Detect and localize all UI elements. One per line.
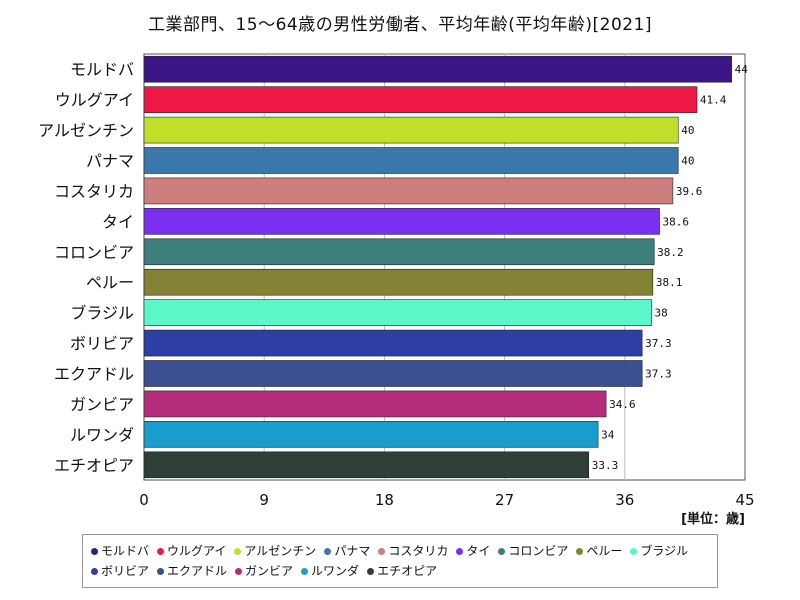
legend-marker bbox=[324, 547, 332, 555]
bar-5 bbox=[143, 208, 660, 235]
legend-label: アルゼンチン bbox=[244, 544, 317, 558]
data-label-8: 38 bbox=[655, 307, 668, 320]
legend-item: ペルー bbox=[576, 541, 622, 561]
legend-marker bbox=[235, 567, 243, 575]
legend-label: コロンビア bbox=[508, 544, 569, 558]
legend-item: ブラジル bbox=[630, 541, 688, 561]
x-tick-label-1: 9 bbox=[259, 491, 269, 509]
bar-12 bbox=[143, 421, 599, 448]
data-label-3: 40 bbox=[681, 155, 694, 168]
legend-item: アルゼンチン bbox=[234, 541, 316, 561]
bar-9 bbox=[143, 329, 643, 357]
category-label-4: コスタリカ bbox=[54, 182, 134, 201]
bar-11 bbox=[143, 390, 607, 418]
unit-label: [単位：歳] bbox=[681, 511, 745, 527]
legend-label: ペルー bbox=[586, 544, 623, 558]
legend-item: コロンビア bbox=[498, 541, 568, 561]
legend-marker bbox=[630, 547, 638, 555]
legend-item: エチオピア bbox=[367, 561, 437, 581]
legend-marker bbox=[498, 547, 506, 555]
legend-item: エクアドル bbox=[157, 561, 227, 581]
chart-title: 工業部門、15～64歳の男性労働者、平均年齢(平均年齢)[2021] bbox=[147, 15, 653, 35]
category-label-9: ボリビア bbox=[70, 334, 134, 353]
bar-1 bbox=[143, 86, 698, 113]
category-label-1: ウルグアイ bbox=[55, 91, 134, 110]
data-label-2: 40 bbox=[681, 124, 694, 137]
legend-label: ブラジル bbox=[640, 544, 689, 558]
legend-label: コスタリカ bbox=[388, 544, 449, 558]
legend: モルドバ ウルグアイ アルゼンチン パナマ コスタリカ タイ コロンビア ペルー ブラジルボリビ… bbox=[82, 534, 718, 588]
bar-6 bbox=[143, 238, 655, 266]
bar-4 bbox=[143, 177, 674, 205]
category-label-7: ペルー bbox=[86, 273, 134, 292]
data-label-5: 38.6 bbox=[663, 215, 690, 228]
category-label-6: コロンビア bbox=[54, 243, 134, 262]
legend-label: パナマ bbox=[334, 544, 371, 558]
category-label-8: ブラジル bbox=[70, 304, 134, 323]
data-label-7: 38.1 bbox=[656, 276, 683, 289]
x-tick-label-0: 0 bbox=[139, 491, 149, 509]
category-label-11: ガンビア bbox=[70, 395, 134, 414]
data-label-9: 37.3 bbox=[645, 337, 672, 350]
data-label-11: 34.6 bbox=[609, 398, 636, 411]
category-label-5: タイ bbox=[102, 212, 134, 231]
legend-label: ウルグアイ bbox=[167, 544, 227, 558]
legend-marker bbox=[157, 547, 165, 555]
x-tick-label-5: 45 bbox=[735, 491, 754, 509]
legend-marker bbox=[157, 567, 165, 575]
bar-2 bbox=[143, 116, 679, 144]
category-label-13: エチオピア bbox=[54, 456, 134, 475]
bar-13 bbox=[143, 451, 590, 479]
legend-marker bbox=[301, 567, 309, 575]
legend-item: コスタリカ bbox=[378, 541, 448, 561]
data-label-4: 39.6 bbox=[676, 185, 703, 198]
bar-7 bbox=[143, 268, 654, 296]
category-label-0: モルドバ bbox=[70, 60, 134, 79]
legend-marker bbox=[378, 547, 386, 555]
x-tick-label-2: 18 bbox=[375, 491, 394, 509]
bar-10 bbox=[143, 360, 643, 387]
legend-marker bbox=[367, 567, 375, 575]
data-label-10: 37.3 bbox=[645, 368, 672, 381]
legend-label: タイ bbox=[466, 544, 491, 558]
category-label-12: ルワンダ bbox=[70, 425, 134, 444]
legend-label: ガンビア bbox=[245, 564, 294, 578]
category-label-2: アルゼンチン bbox=[38, 121, 134, 140]
legend-marker bbox=[234, 547, 242, 555]
legend-label: ボリビア bbox=[101, 564, 150, 578]
x-tick-label-3: 27 bbox=[495, 491, 514, 509]
bar-3 bbox=[143, 147, 679, 174]
legend-marker bbox=[576, 547, 584, 555]
data-label-13: 33.3 bbox=[592, 459, 619, 472]
data-label-6: 38.2 bbox=[657, 246, 684, 259]
bar-8 bbox=[143, 299, 652, 326]
bar-chart: モルドバ 44 ウルグアイ 41.4 アルゼンチン 40 パナマ 40 コスタリカ 39.6 タイ 3… bbox=[38, 53, 755, 527]
category-label-10: エクアドル bbox=[54, 365, 134, 384]
legend-marker bbox=[91, 547, 98, 555]
legend-item: タイ bbox=[456, 541, 490, 561]
legend-item: ウルグアイ bbox=[157, 541, 226, 561]
bar-0 bbox=[143, 55, 732, 83]
legend-marker bbox=[91, 567, 98, 575]
category-label-3: パナマ bbox=[86, 152, 134, 171]
legend-label: ルワンダ bbox=[311, 564, 360, 578]
legend-label: モルドバ bbox=[101, 544, 150, 558]
x-tick-label-4: 36 bbox=[615, 491, 634, 509]
legend-item: モルドバ bbox=[91, 541, 149, 561]
legend-item: パナマ bbox=[324, 541, 370, 561]
data-label-0: 44 bbox=[735, 63, 749, 76]
legend-item: ボリビア bbox=[91, 561, 149, 581]
legend-item: ルワンダ bbox=[301, 561, 359, 581]
legend-item: ガンビア bbox=[235, 561, 293, 581]
legend-label: エチオピア bbox=[377, 564, 438, 578]
legend-marker bbox=[456, 547, 464, 555]
legend-label: エクアドル bbox=[167, 564, 228, 578]
data-label-12: 34 bbox=[601, 428, 615, 441]
data-label-1: 41.4 bbox=[700, 94, 727, 107]
